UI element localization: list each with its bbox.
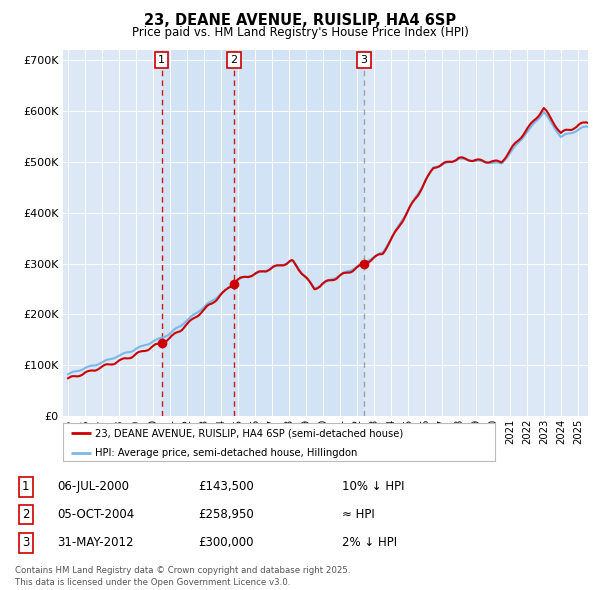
Text: 2: 2 <box>22 508 29 521</box>
Text: £143,500: £143,500 <box>198 480 254 493</box>
Text: Price paid vs. HM Land Registry's House Price Index (HPI): Price paid vs. HM Land Registry's House … <box>131 26 469 39</box>
Text: 1: 1 <box>22 480 29 493</box>
Text: £258,950: £258,950 <box>198 508 254 521</box>
Text: 1: 1 <box>158 55 165 65</box>
Text: Contains HM Land Registry data © Crown copyright and database right 2025.
This d: Contains HM Land Registry data © Crown c… <box>15 566 350 587</box>
Text: £300,000: £300,000 <box>198 536 254 549</box>
Text: 3: 3 <box>22 536 29 549</box>
Text: 05-OCT-2004: 05-OCT-2004 <box>57 508 134 521</box>
Bar <box>162 50 234 416</box>
Text: 23, DEANE AVENUE, RUISLIP, HA4 6SP: 23, DEANE AVENUE, RUISLIP, HA4 6SP <box>144 13 456 28</box>
Text: 10% ↓ HPI: 10% ↓ HPI <box>342 480 404 493</box>
Text: ≈ HPI: ≈ HPI <box>342 508 375 521</box>
Text: 3: 3 <box>361 55 367 65</box>
Text: 23, DEANE AVENUE, RUISLIP, HA4 6SP (semi-detached house): 23, DEANE AVENUE, RUISLIP, HA4 6SP (semi… <box>95 428 404 438</box>
Text: HPI: Average price, semi-detached house, Hillingdon: HPI: Average price, semi-detached house,… <box>95 448 358 458</box>
Text: 06-JUL-2000: 06-JUL-2000 <box>57 480 129 493</box>
Bar <box>234 50 364 416</box>
Text: 2% ↓ HPI: 2% ↓ HPI <box>342 536 397 549</box>
Text: 2: 2 <box>230 55 238 65</box>
Text: 31-MAY-2012: 31-MAY-2012 <box>57 536 133 549</box>
